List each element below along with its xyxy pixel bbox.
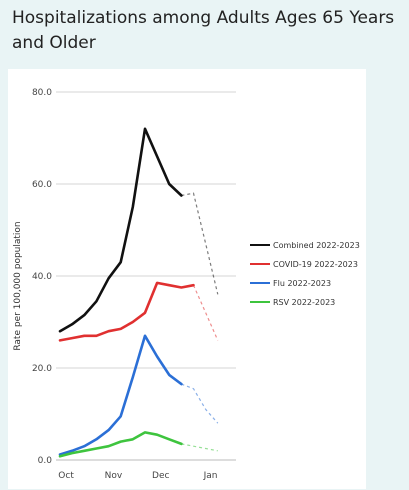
y-axis-title: Rate per 100,000 population: [13, 221, 23, 350]
series-line-3: [58, 431, 183, 458]
x-tick-label: Oct: [58, 471, 74, 481]
legend-label: COVID-19 2022-2023: [273, 260, 358, 269]
series-projection-0: [181, 192, 219, 295]
series-line-0: [58, 127, 183, 333]
series-projection-1: [192, 284, 219, 341]
x-tick-label: Nov: [105, 471, 123, 481]
legend-label: Flu 2022-2023: [273, 279, 331, 288]
series-projection-3: [181, 443, 218, 452]
y-tick-label: 60.0: [32, 180, 52, 190]
chart-card: 0.0 20.0 40.0 60.0 80.0 Oct Nov Dec Jan Rate per …: [8, 69, 366, 489]
legend-label: Combined 2022-2023: [273, 241, 360, 250]
line-chart: 0.0 20.0 40.0 60.0 80.0 Oct Nov Dec Jan Rate per …: [13, 88, 360, 481]
series-line-2: [58, 334, 183, 456]
series-projection-2: [181, 383, 219, 424]
y-tick-label: 40.0: [32, 272, 52, 282]
x-tick-label: Jan: [203, 471, 218, 481]
x-tick-label: Dec: [152, 471, 169, 481]
series-line-1: [58, 281, 195, 342]
page-title: Hospitalizations among Adults Ages 65 Ye…: [12, 8, 395, 53]
legend-label: RSV 2022-2023: [273, 298, 335, 307]
y-tick-label: 20.0: [32, 364, 52, 374]
y-tick-label: 0.0: [38, 456, 53, 466]
y-tick-label: 80.0: [32, 88, 52, 98]
